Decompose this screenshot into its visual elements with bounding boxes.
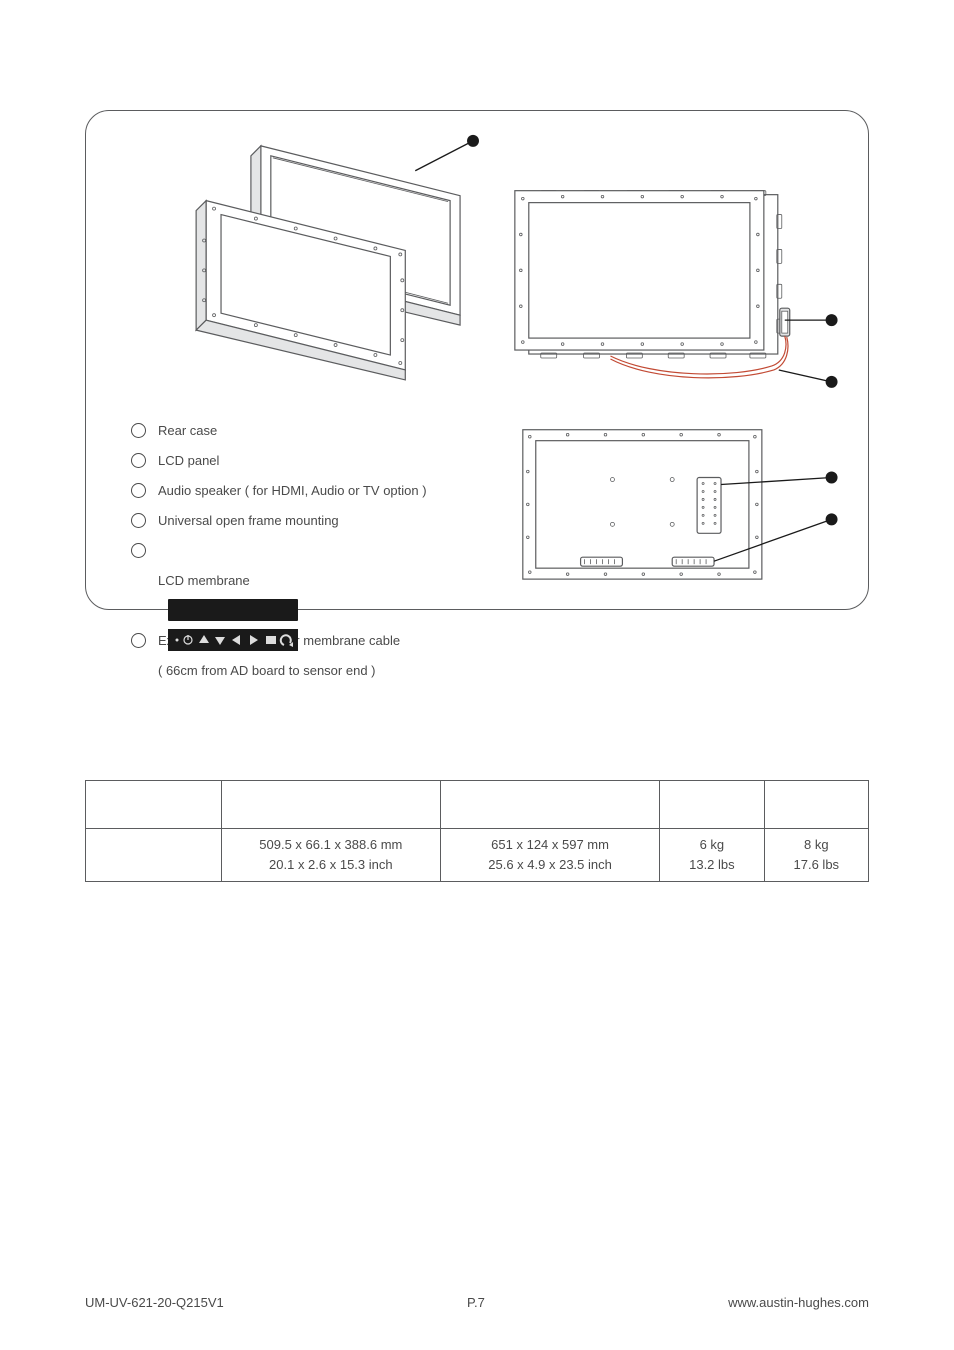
structure-diagram: .ln { stroke:#5b5c5e; stroke-width:1.2; … [85,110,869,610]
legend-swatch-icon [131,633,146,648]
th-packing-dim [440,781,659,829]
table-row: 509.5 x 66.1 x 388.6 mm 20.1 x 2.6 x 15.… [86,829,869,882]
legend-label: LCD membrane [158,536,298,626]
legend-row: LCD panel [131,446,427,476]
cell-product-dim: 509.5 x 66.1 x 388.6 mm 20.1 x 2.6 x 15.… [221,829,440,882]
page-footer: UM-UV-621-20-Q215V1 P.7 www.austin-hughe… [85,1295,869,1310]
cell-gross-weight: 8 kg 17.6 lbs [764,829,868,882]
legend-swatch-icon [131,453,146,468]
legend-swatch-icon [131,543,146,558]
legend-label: Audio speaker ( for HDMI, Audio or TV op… [158,476,427,506]
cell-model [86,829,222,882]
footer-page-no: P.7 [467,1295,485,1310]
legend-label: LCD panel [158,446,219,476]
cell-net-weight: 6 kg 13.2 lbs [660,829,764,882]
legend-row: Rear case [131,416,427,446]
th-gross-weight [764,781,868,829]
legend-label: Rear case [158,416,217,446]
legend-swatch-icon [131,483,146,498]
legend: Rear case LCD panel Audio speaker ( for … [131,416,427,686]
membrane-strip-icon [168,599,298,621]
legend-label-text: LCD membrane [158,573,250,588]
footer-doc-id: UM-UV-621-20-Q215V1 [85,1295,224,1310]
table-header-row [86,781,869,829]
legend-swatch-icon [131,513,146,528]
legend-row: Universal open frame mounting [131,506,427,536]
cell-packing-dim: 651 x 124 x 597 mm 25.6 x 4.9 x 23.5 inc… [440,829,659,882]
legend-row: Audio speaker ( for HDMI, Audio or TV op… [131,476,427,506]
th-model [86,781,222,829]
legend-row: LCD membrane [131,536,427,626]
th-product-dim [221,781,440,829]
th-net-weight [660,781,764,829]
footer-url: www.austin-hughes.com [728,1295,869,1310]
dimensions-table: 509.5 x 66.1 x 388.6 mm 20.1 x 2.6 x 15.… [85,780,869,882]
legend-label: Universal open frame mounting [158,506,339,536]
legend-swatch-icon [131,423,146,438]
